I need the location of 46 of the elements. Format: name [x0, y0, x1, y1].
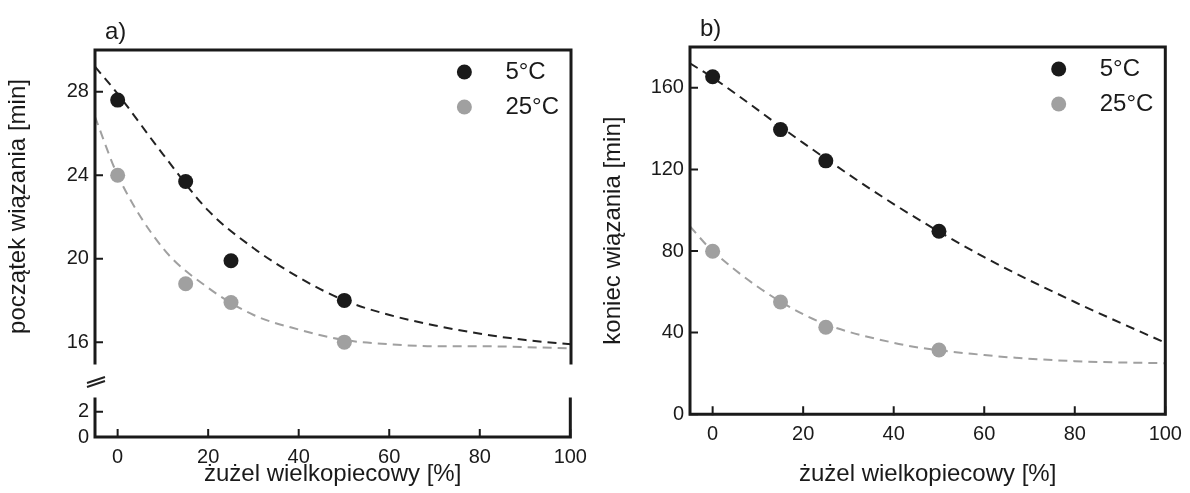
- y-axis-title: koniec wiązania [min]: [598, 116, 626, 345]
- x-tick-label: 0: [112, 444, 124, 467]
- point: [336, 334, 352, 350]
- line-series: [690, 225, 1166, 365]
- point: [178, 173, 194, 189]
- x-tick-label: 80: [468, 444, 491, 467]
- legend-label: 5°C: [1099, 53, 1140, 81]
- point: [110, 92, 126, 108]
- y-tick-label: 120: [650, 156, 684, 179]
- x-axis-title: żużel wielkopiecowy [%]: [798, 459, 1057, 487]
- y-tick-label: 24: [66, 162, 89, 185]
- x-tick-label: 100: [1148, 421, 1182, 444]
- point: [223, 253, 239, 269]
- x-tick-label: 80: [1063, 421, 1086, 444]
- y-tick-label: 20: [66, 246, 89, 269]
- point: [773, 122, 789, 138]
- y-tick-label: 0: [672, 401, 684, 424]
- y-tick-label: 2: [77, 399, 89, 422]
- point: [336, 292, 352, 308]
- chart-title: b): [700, 13, 722, 41]
- x-tick-label: 40: [882, 421, 905, 444]
- y-tick-label: 80: [661, 238, 684, 261]
- y-tick-label: 16: [66, 329, 89, 352]
- point: [818, 319, 834, 335]
- point: [773, 294, 789, 310]
- point: [705, 69, 721, 85]
- chart-title: a): [105, 16, 127, 44]
- y-axis-title: początek wiązania [min]: [3, 79, 31, 334]
- legend-label: 5°C: [505, 56, 546, 84]
- point: [931, 342, 947, 358]
- legend-label: 25°C: [505, 91, 559, 119]
- x-tick-label: 60: [378, 444, 401, 467]
- y-tick-label: 40: [661, 320, 684, 343]
- x-tick-label: 100: [553, 444, 587, 467]
- point: [178, 276, 194, 292]
- point: [223, 294, 239, 310]
- y-tick-label: 28: [66, 79, 89, 102]
- point: [110, 167, 126, 183]
- legend-label: 25°C: [1099, 88, 1154, 116]
- x-tick-label: 20: [792, 421, 815, 444]
- point: [705, 243, 721, 259]
- point: [818, 153, 834, 169]
- x-tick-label: 60: [973, 421, 996, 444]
- y-tick-label: 160: [650, 75, 684, 98]
- point: [931, 223, 947, 239]
- x-tick-label: 0: [707, 421, 719, 444]
